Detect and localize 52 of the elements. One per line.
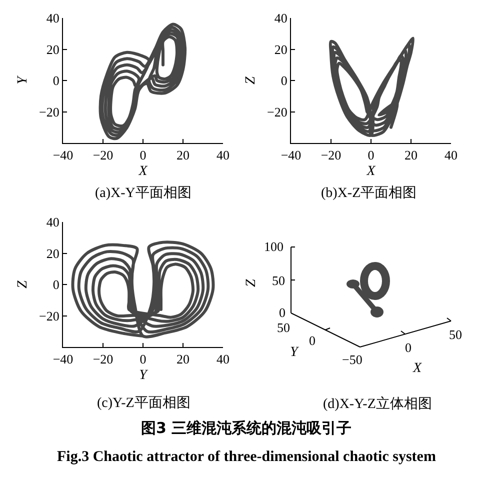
text: (b)X-Z平面相图 [321,185,417,201]
x-tick-label: 40 [444,148,458,163]
text: 0 [309,333,316,348]
text: −50 [342,352,362,367]
y-tick-label: 20 [46,42,60,57]
text: 50 [272,273,285,288]
y-tick-label: 40 [274,10,288,26]
y-tick-label: 40 [46,214,60,230]
y-tick-label: −20 [267,104,288,120]
x-tick-label: 40 [216,148,230,163]
y-tick-label: −20 [39,308,60,324]
text: 0 [405,340,412,355]
x-tick-label: −20 [92,352,114,367]
y-tick-label: 40 [46,10,60,26]
y-tick-label: −20 [39,104,60,120]
text: (c)Y-Z平面相图 [97,395,190,411]
x-axis-title: Y [139,368,150,383]
x-tick-label: 20 [404,148,418,163]
text: 100 [264,239,284,254]
text: Fig.3 Chaotic attractor of three-dimensional chaotic system [57,449,436,465]
y-axis-title: Z [244,76,259,84]
text: Z [244,279,259,287]
x-tick-label: 0 [368,148,374,163]
x-tick-label: −40 [52,148,74,163]
y-tick-label: 20 [274,42,288,57]
text: (a)X-Y平面相图 [95,185,192,201]
line-series [330,36,414,137]
text: (d)X-Y-Z立体相图 [323,396,432,412]
y-tick-label: 20 [46,246,60,261]
x-tick-label: 0 [140,148,146,163]
line-series [72,240,214,338]
text: 50 [449,327,462,342]
x-axis-title: X [366,164,376,179]
text: X [412,361,422,376]
text: 50 [277,320,290,335]
x-tick-label: 40 [216,352,230,367]
y-axis-title: Z [16,280,31,288]
x-axis-title: X [138,164,148,179]
line-series [98,22,186,140]
x-tick-label: 0 [140,352,146,367]
x-tick-label: −20 [92,148,114,163]
text: 图3 三维混沌系统的混沌吸引子 [141,419,352,437]
text: Y [290,345,300,360]
y-tick-label: 0 [52,73,60,88]
x-tick-label: −40 [280,148,302,163]
x-tick-label: −40 [52,352,74,367]
x-tick-label: −20 [320,148,342,163]
x-tick-label: 20 [176,148,190,163]
y-tick-label: 0 [52,277,60,292]
y-tick-label: 0 [280,73,288,88]
y-axis-title: Y [16,74,31,84]
x-tick-label: 20 [176,352,190,367]
